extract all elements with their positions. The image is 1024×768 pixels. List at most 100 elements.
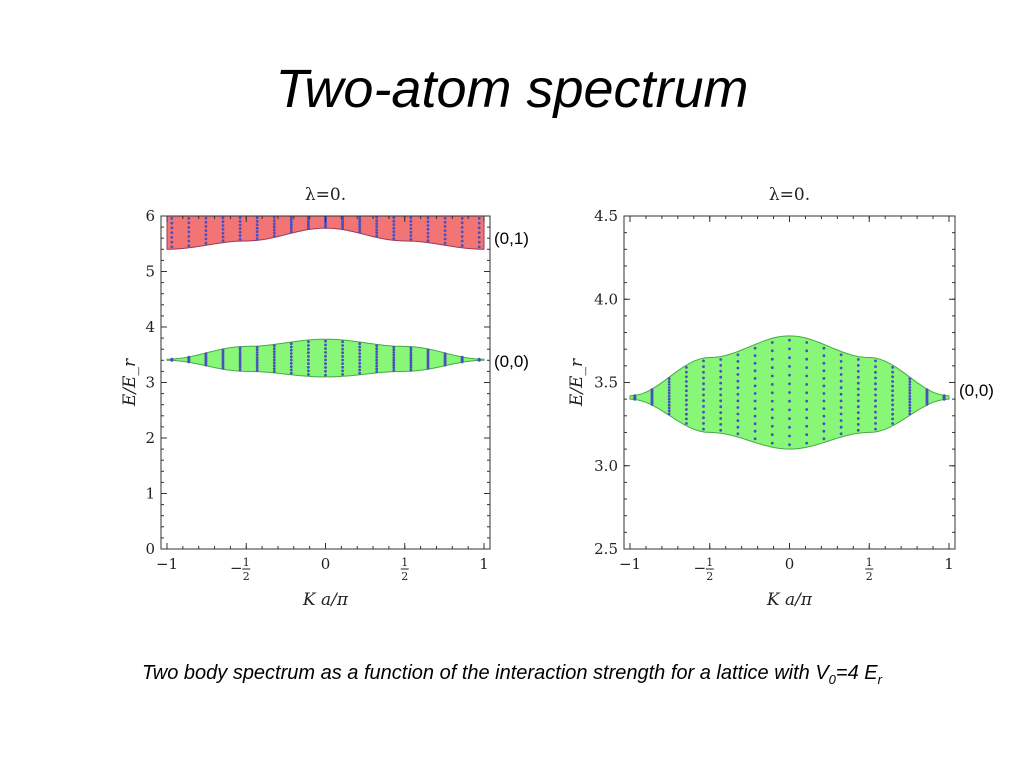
eigenvalue-dot xyxy=(788,347,791,351)
slide-caption: Two body spectrum as a function of the i… xyxy=(0,662,1024,687)
eigenvalue-dot xyxy=(324,369,327,373)
eigenvalue-dot xyxy=(409,216,413,220)
eigenvalue-dot xyxy=(358,223,362,227)
chart-title: λ=0. xyxy=(769,185,810,205)
eigenvalue-dot xyxy=(324,373,327,377)
eigenvalue-dot xyxy=(358,352,362,355)
eigenvalue-dot xyxy=(221,216,225,220)
eigenvalue-dot xyxy=(392,358,396,362)
eigenvalue-dot xyxy=(409,230,413,234)
eigenvalue-dot xyxy=(221,366,225,370)
y-axis-label: E/E_r xyxy=(120,358,140,407)
eigenvalue-dot xyxy=(341,347,344,351)
eigenvalue-dot xyxy=(874,359,877,363)
eigenvalue-dot xyxy=(839,406,843,409)
eigenvalue-dot xyxy=(443,241,447,245)
eigenvalue-dot xyxy=(443,229,447,233)
eigenvalue-dot xyxy=(788,417,791,420)
x-tick-label-sign: − xyxy=(693,559,706,577)
eigenvalue-dot xyxy=(341,344,344,347)
eigenvalue-dot xyxy=(839,373,843,376)
eigenvalue-dot xyxy=(477,245,481,249)
eigenvalue-dot xyxy=(667,377,671,381)
eigenvalue-dot xyxy=(856,428,860,432)
eigenvalue-dot xyxy=(753,354,757,358)
y-tick-label: 4.0 xyxy=(594,290,618,308)
eigenvalue-dot xyxy=(908,394,912,398)
eigenvalue-dot xyxy=(307,358,310,362)
eigenvalue-dot xyxy=(443,352,447,355)
eigenvalue-dot xyxy=(324,339,327,343)
eigenvalue-dot xyxy=(736,419,740,422)
eigenvalue-dot xyxy=(770,391,774,395)
eigenvalue-dot xyxy=(736,379,740,383)
eigenvalue-dot xyxy=(272,355,276,359)
eigenvalue-dot xyxy=(702,359,705,363)
eigenvalue-dot xyxy=(375,225,379,229)
eigenvalue-dot xyxy=(805,399,809,403)
eigenvalue-dot xyxy=(426,231,430,235)
eigenvalue-dot xyxy=(204,352,208,355)
eigenvalue-dot xyxy=(426,348,430,352)
eigenvalue-dot xyxy=(770,341,774,344)
eigenvalue-dot xyxy=(460,221,464,225)
eigenvalue-dot xyxy=(685,375,688,379)
eigenvalue-dot xyxy=(392,233,396,237)
eigenvalue-dot xyxy=(255,233,259,237)
eigenvalue-dot xyxy=(908,377,912,381)
eigenvalue-dot xyxy=(170,221,174,225)
eigenvalue-dot xyxy=(460,235,464,238)
eigenvalue-dot xyxy=(375,228,379,232)
eigenvalue-dot xyxy=(719,399,723,403)
eigenvalue-dot xyxy=(204,237,208,241)
eigenvalue-dot xyxy=(187,239,191,243)
eigenvalue-dot xyxy=(221,348,225,352)
eigenvalue-dot xyxy=(272,225,276,229)
eigenvalue-dot xyxy=(856,387,860,391)
eigenvalue-dot xyxy=(753,399,757,403)
eigenvalue-dot xyxy=(891,398,894,402)
eigenvalue-dot xyxy=(460,355,464,359)
x-axis-label: K a/π xyxy=(302,590,349,610)
eigenvalue-dot xyxy=(204,220,208,224)
eigenvalue-dot xyxy=(822,361,826,365)
eigenvalue-dot xyxy=(874,365,877,368)
eigenvalue-dot xyxy=(753,346,757,350)
eigenvalue-dot xyxy=(272,228,276,232)
eigenvalue-dot xyxy=(375,219,379,223)
eigenvalue-dot xyxy=(856,411,860,414)
eigenvalue-dot xyxy=(426,239,430,243)
eigenvalue-dot xyxy=(392,226,396,230)
eigenvalue-dot xyxy=(426,216,430,220)
eigenvalue-dot xyxy=(289,218,293,222)
eigenvalue-dot xyxy=(375,370,379,373)
eigenvalue-dot xyxy=(822,437,826,441)
y-tick-label: 2.5 xyxy=(594,540,618,558)
eigenvalue-dot xyxy=(358,345,362,349)
x-tick-label-den: 2 xyxy=(706,570,713,583)
eigenvalue-dot xyxy=(685,370,688,374)
eigenvalue-dot xyxy=(375,347,379,351)
eigenvalue-dot xyxy=(426,220,430,224)
eigenvalue-dot xyxy=(667,394,671,398)
eigenvalue-dot xyxy=(358,365,362,368)
eigenvalue-dot xyxy=(307,362,310,365)
eigenvalue-dot xyxy=(255,216,259,220)
eigenvalue-dot xyxy=(375,355,379,359)
eigenvalue-dot xyxy=(477,240,481,244)
eigenvalue-dot xyxy=(667,389,671,392)
eigenvalue-dot xyxy=(719,358,723,361)
eigenvalue-dot xyxy=(426,235,430,239)
eigenvalue-dot xyxy=(839,392,843,396)
eigenvalue-dot xyxy=(839,366,843,370)
eigenvalue-dot xyxy=(702,416,705,420)
eigenvalue-dot xyxy=(375,364,379,368)
eigenvalue-dot xyxy=(908,397,912,401)
eigenvalue-dot xyxy=(392,361,396,365)
eigenvalue-dot xyxy=(187,355,191,359)
eigenvalue-dot xyxy=(307,223,310,227)
eigenvalue-dot xyxy=(856,399,860,403)
eigenvalue-dot xyxy=(289,371,293,375)
eigenvalue-dot xyxy=(272,344,276,348)
